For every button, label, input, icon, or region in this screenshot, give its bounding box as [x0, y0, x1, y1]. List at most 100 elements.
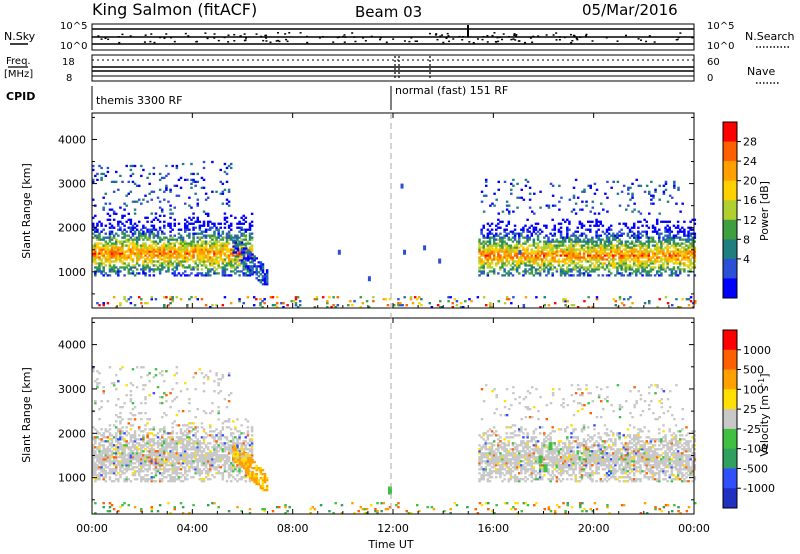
power-cell [117, 252, 120, 255]
power-cell [247, 251, 250, 254]
power-cell [102, 206, 105, 209]
nsky-trace-mark [118, 41, 121, 44]
power-cell [200, 298, 204, 301]
power-cell [259, 279, 263, 282]
velocity-cell [127, 442, 131, 445]
power-cell [607, 236, 611, 239]
power-cell [658, 266, 661, 269]
power-cell [142, 242, 145, 245]
velocity-cell [181, 440, 185, 443]
power-cell [117, 258, 120, 261]
power-cell [545, 274, 548, 277]
power-cell [112, 256, 116, 259]
power-cell [495, 262, 498, 265]
power-cell [265, 271, 269, 274]
velocity-cell [135, 454, 139, 457]
power-cell [641, 234, 644, 237]
power-cell [672, 244, 676, 247]
velocity-cell [221, 476, 225, 479]
power-cell [490, 270, 494, 273]
power-cell [622, 254, 626, 257]
power-cell [484, 252, 488, 255]
power-cell [553, 226, 557, 229]
power-cell [693, 250, 697, 253]
power-cell [668, 194, 672, 197]
power-cell [146, 262, 149, 265]
power-cell [200, 240, 204, 243]
power-cell [670, 236, 674, 239]
power-cell [572, 194, 576, 197]
power-cell [225, 166, 229, 170]
power-cell [626, 226, 630, 229]
power-cell [179, 240, 183, 243]
velocity-cell [137, 438, 141, 441]
power-cell [501, 240, 504, 243]
power-cell [106, 170, 110, 174]
power-cell [683, 262, 686, 265]
power-cell [110, 226, 114, 229]
power-cell [261, 265, 265, 268]
power-cell [559, 244, 563, 247]
power-cell [582, 250, 586, 253]
power-cell [347, 304, 350, 307]
power-cell [668, 234, 671, 237]
power-cell [691, 246, 694, 249]
power-cell [133, 232, 137, 235]
power-cell [658, 270, 661, 273]
power-colorbar-swatch [723, 161, 737, 182]
power-cell [574, 202, 578, 205]
nsky-trace-mark [576, 38, 579, 41]
power-cell [664, 220, 667, 223]
power-cell [152, 268, 156, 271]
power-cell [158, 272, 162, 275]
power-cell [232, 241, 235, 244]
power-cell [217, 236, 220, 239]
beam-label: Beam 03 [355, 3, 422, 21]
velocity-cell [135, 456, 139, 459]
power-cell [616, 268, 619, 271]
power-cell [160, 210, 164, 213]
power-cell [478, 260, 481, 263]
power-cell [685, 240, 688, 243]
power-cell [169, 248, 172, 251]
power-cell [582, 240, 586, 243]
velocity-cell [94, 466, 97, 469]
power-cell [112, 266, 116, 269]
velocity-cell [144, 424, 147, 427]
power-cell [555, 260, 559, 263]
power-cell [595, 256, 598, 259]
power-cell [225, 216, 229, 219]
velocity-cell [175, 474, 179, 477]
power-cell [553, 266, 557, 269]
power-cell [142, 238, 145, 241]
power-cell [672, 224, 676, 227]
power-cell [334, 306, 337, 309]
power-cell [662, 220, 665, 223]
power-cell [693, 260, 697, 263]
power-cell [605, 248, 609, 251]
power-cell [683, 252, 686, 255]
power-cell [332, 296, 335, 299]
power-cell [497, 260, 500, 263]
power-cell [242, 234, 245, 237]
power-cell [553, 250, 557, 253]
power-cell [497, 272, 500, 275]
velocity-cell [140, 476, 143, 479]
power-cell [227, 274, 231, 277]
power-cell [294, 304, 298, 307]
power-cell [227, 236, 231, 239]
power-cell [605, 234, 609, 237]
power-cell [142, 198, 145, 201]
power-cell [676, 268, 680, 271]
power-cell [511, 236, 515, 239]
power-cell [591, 256, 594, 259]
power-cell [630, 234, 634, 237]
velocity-cell [148, 432, 151, 435]
power-cell [219, 252, 222, 255]
power-cell [645, 264, 648, 267]
power-cell [593, 244, 596, 247]
power-cell [616, 272, 619, 275]
power-cell [129, 230, 133, 233]
power-cell [618, 248, 621, 251]
velocity-cell [169, 436, 172, 439]
